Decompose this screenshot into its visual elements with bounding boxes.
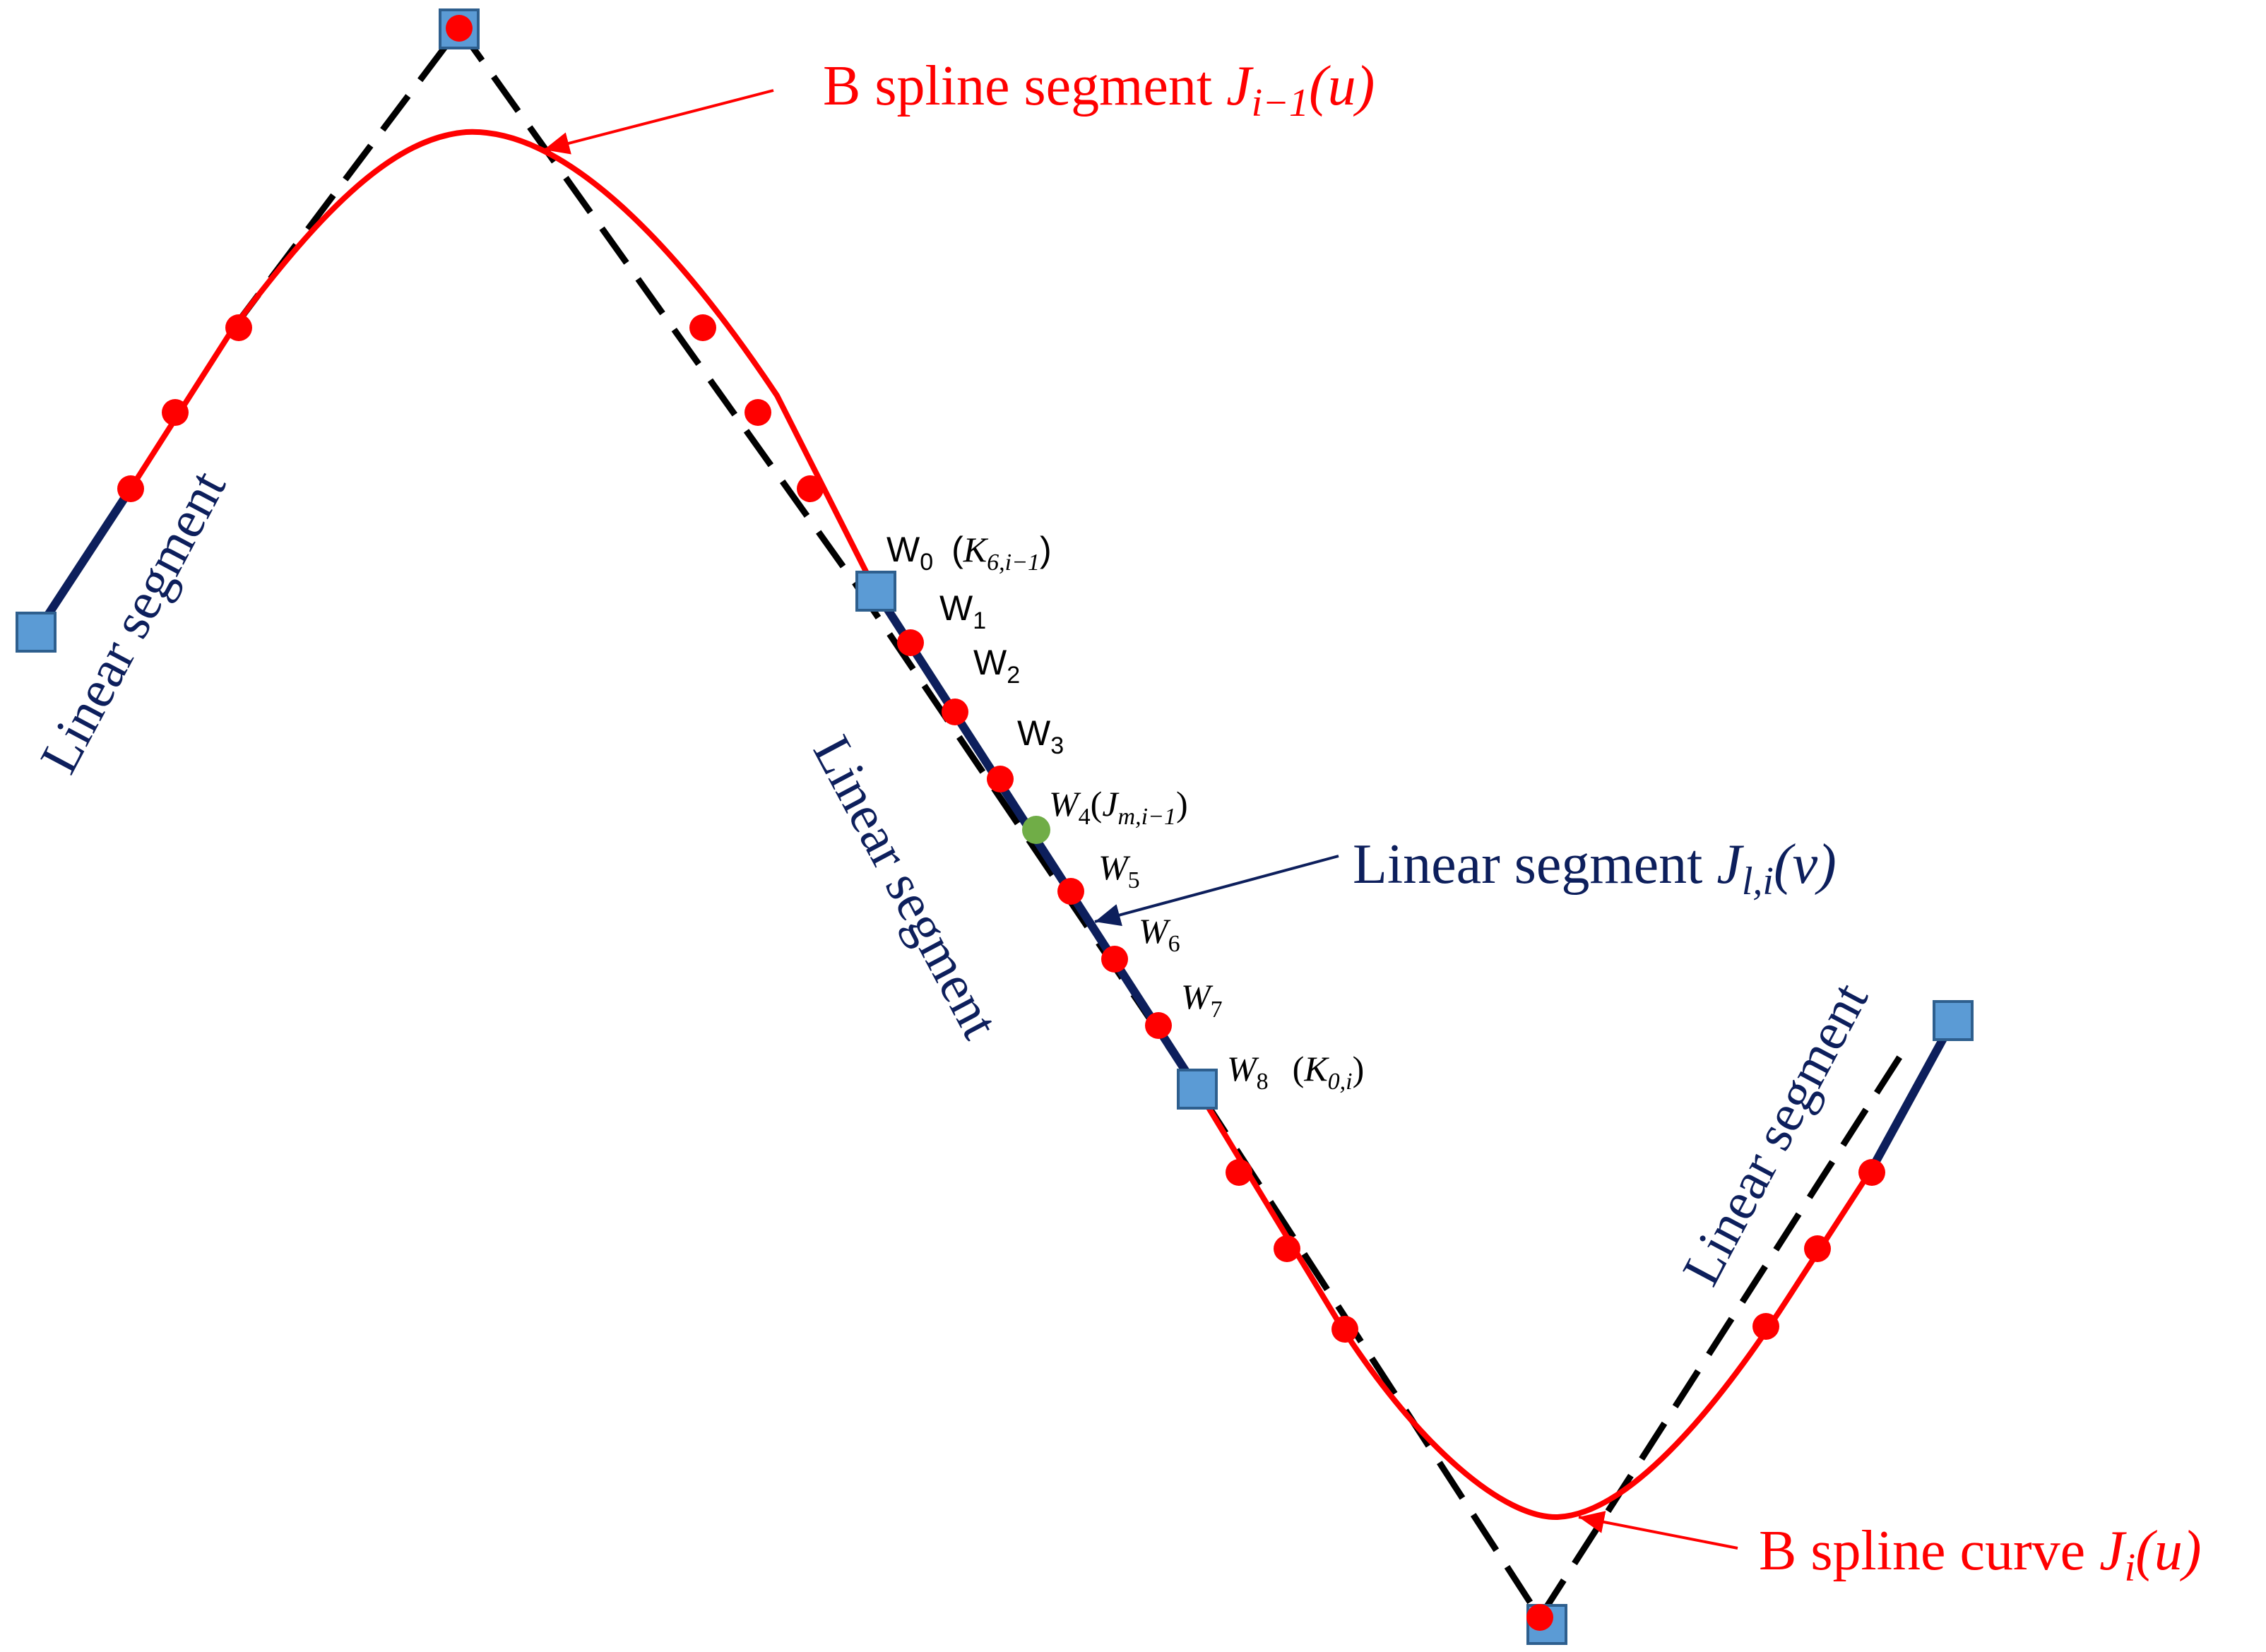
curve-point (1526, 1604, 1553, 1631)
waypoint-w1 (897, 629, 924, 656)
curve-point (162, 399, 189, 426)
waypoint-label-w3: W3 (1017, 713, 1064, 759)
bspline-segment-label: B spline segment Ji−1(u) (823, 55, 1375, 125)
linear-segment-left-label: Linear segment (29, 461, 237, 783)
knot-marker-w0 (855, 571, 896, 612)
control-polygon (230, 23, 1910, 1624)
curve-point (1331, 1316, 1358, 1343)
waypoint-label-w0: W0 (K6,i−1) (886, 530, 1052, 576)
linear-segment-left-line (32, 486, 135, 635)
waypoint-w2 (942, 699, 968, 725)
waypoint-label-w1: W1 (939, 588, 986, 634)
waypoint-label-w4: W4(Jm,i−1) (1049, 784, 1188, 830)
bspline-segment-arrow (543, 89, 774, 155)
bspline-curve-arrow (1578, 1511, 1738, 1550)
waypoint-w7 (1145, 1012, 1172, 1039)
bspline-segment-upper (128, 129, 879, 594)
waypoint-label-w8: W8 (K0,i) (1227, 1049, 1364, 1095)
knot-marker (16, 612, 57, 653)
bspline-curve-label: B spline curve Ji(u) (1759, 1520, 2201, 1590)
curve-point (689, 314, 716, 341)
curve-point (1274, 1235, 1300, 1262)
curve-points (117, 15, 1885, 1631)
curve-point (797, 475, 824, 502)
knot-marker-w8 (1177, 1069, 1218, 1110)
curve-point (1752, 1313, 1779, 1340)
curve-point (1226, 1159, 1252, 1186)
linear-segment-middle-label: Linear segment (802, 727, 1010, 1048)
waypoint-w4-junction (1022, 816, 1050, 844)
waypoint-w6 (1101, 946, 1128, 973)
waypoint-label-w5: W5 (1098, 848, 1140, 893)
curve-point (225, 314, 252, 341)
linear-segment-arrow (1094, 855, 1339, 927)
knot-marker (1933, 1000, 1974, 1041)
curve-point (1804, 1235, 1831, 1262)
curve-point (1858, 1159, 1885, 1186)
waypoint-w5 (1057, 878, 1084, 905)
waypoint-label-w2: W2 (973, 643, 1020, 689)
waypoint-label-w7: W7 (1181, 977, 1223, 1023)
bspline-curve-lower (1194, 1086, 1875, 1521)
linear-segment-label: Linear segment Jl,i(v) (1353, 833, 1837, 903)
curve-point (446, 15, 473, 42)
waypoint-w3 (987, 766, 1014, 792)
curve-point (745, 399, 771, 426)
linear-segment-right-line (1868, 1018, 1957, 1171)
curve-point (117, 475, 144, 502)
waypoint-label-w6: W6 (1139, 911, 1180, 957)
